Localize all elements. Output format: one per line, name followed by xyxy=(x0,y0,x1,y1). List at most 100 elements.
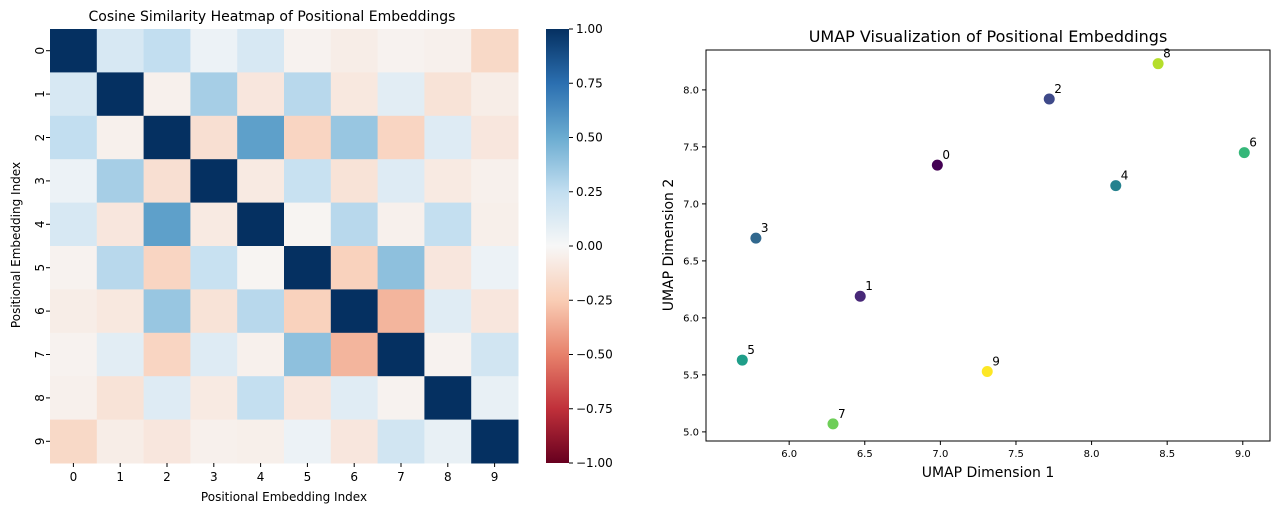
heatmap-cell xyxy=(190,246,238,290)
heatmap-cell xyxy=(377,29,425,73)
scatter-x-tick-label: 6.0 xyxy=(781,449,797,460)
heatmap-y-ticks: 0 1 2 3 4 5 6 7 8 9 xyxy=(33,47,50,445)
heatmap-cell xyxy=(237,115,285,160)
heatmap-cell xyxy=(284,289,332,334)
heatmap-cell xyxy=(424,115,472,160)
heatmap-cell xyxy=(377,419,425,464)
heatmap-cell xyxy=(471,29,519,73)
heatmap-x-tick-label: 1 xyxy=(116,470,124,484)
heatmap-cell xyxy=(377,202,425,247)
heatmap-x-tick-label: 2 xyxy=(163,470,171,484)
heatmap-cell xyxy=(143,289,191,334)
heatmap-cell xyxy=(471,246,519,290)
heatmap-cell xyxy=(190,332,238,377)
heatmap-cell xyxy=(424,202,472,247)
heatmap-cell xyxy=(330,332,379,377)
heatmap-y-tick-label: 4 xyxy=(33,220,47,228)
scatter-point-label: 3 xyxy=(761,221,769,235)
heatmap-cell xyxy=(50,72,98,117)
colorbar-tick-label: 0.00 xyxy=(576,239,603,253)
heatmap-cell xyxy=(284,246,332,290)
colorbar-tick-label: −0.50 xyxy=(576,348,613,362)
heatmap-x-tick-label: 9 xyxy=(491,470,499,484)
scatter-x-ticks: 6.0 6.5 7.0 7.5 8.0 8.5 9.0 xyxy=(781,441,1251,460)
scatter-point-label: 2 xyxy=(1054,82,1062,96)
heatmap-cell xyxy=(471,332,519,377)
heatmap-y-tick-label: 6 xyxy=(33,307,47,315)
heatmap-cell xyxy=(50,29,98,73)
heatmap-cell xyxy=(471,159,519,204)
colorbar-tick-label: 0.50 xyxy=(576,131,603,145)
heatmap-cell xyxy=(190,289,238,334)
scatter-x-tick-label: 9.0 xyxy=(1235,449,1251,460)
scatter-y-tick-label: 7.5 xyxy=(683,142,699,153)
heatmap-cell xyxy=(284,332,332,377)
heatmap-cell xyxy=(424,376,472,421)
heatmap-cell xyxy=(50,289,98,334)
heatmap-cell xyxy=(471,202,519,247)
heatmap-cell xyxy=(50,159,98,204)
heatmap-cell xyxy=(237,159,285,204)
scatter-point xyxy=(1152,58,1164,70)
heatmap-cell xyxy=(143,72,191,117)
scatter-point xyxy=(854,290,866,302)
heatmap-cell xyxy=(377,159,425,204)
heatmap-cell xyxy=(284,202,332,247)
heatmap-cell xyxy=(143,246,191,290)
heatmap-cell xyxy=(377,289,425,334)
heatmap-x-tick-label: 8 xyxy=(444,470,452,484)
heatmap-x-tick-label: 6 xyxy=(350,470,358,484)
heatmap-cell xyxy=(143,29,191,73)
heatmap-cell xyxy=(330,115,379,160)
heatmap-cell xyxy=(190,29,238,73)
scatter-x-tick-label: 7.5 xyxy=(1008,449,1024,460)
colorbar-tick-label: −1.00 xyxy=(576,456,613,470)
scatter-point xyxy=(827,418,839,430)
scatter-y-tick-label: 7.0 xyxy=(683,199,699,210)
heatmap-y-tick-label: 5 xyxy=(33,264,47,272)
heatmap-cell xyxy=(190,159,238,204)
heatmap-cell xyxy=(330,159,379,204)
heatmap-cell xyxy=(237,376,285,421)
scatter-point-label: 5 xyxy=(747,343,755,357)
heatmap-cell xyxy=(284,29,332,73)
scatter-plot-frame xyxy=(705,49,1271,442)
heatmap-cell xyxy=(330,246,379,290)
scatter-point xyxy=(1043,93,1055,105)
heatmap-cell xyxy=(330,202,379,247)
scatter-x-tick-label: 8.0 xyxy=(1084,449,1100,460)
scatter-y-ticks: 5.0 5.5 6.0 6.5 7.0 7.5 8.0 xyxy=(683,85,706,438)
heatmap-cell xyxy=(377,72,425,117)
scatter-x-tick-label: 6.5 xyxy=(857,449,873,460)
heatmap-cell xyxy=(96,246,145,290)
heatmap-cell xyxy=(330,72,379,117)
heatmap-cell xyxy=(190,419,238,464)
heatmap-cell xyxy=(424,419,472,464)
heatmap-x-axis-label: Positional Embedding Index xyxy=(201,490,367,504)
heatmap-cell xyxy=(96,376,145,421)
colorbar-tick-label: −0.25 xyxy=(576,293,613,307)
scatter-point-label: 9 xyxy=(992,354,1000,368)
scatter-x-tick-label: 7.0 xyxy=(932,449,948,460)
scatter-point xyxy=(981,365,993,377)
heatmap-cell xyxy=(50,115,98,160)
heatmap-cell xyxy=(424,332,472,377)
scatter-y-axis-label: UMAP Dimension 2 xyxy=(661,179,677,312)
colorbar-tick-label: 0.25 xyxy=(576,185,603,199)
heatmap-cell xyxy=(143,332,191,377)
heatmap-cell xyxy=(143,419,191,464)
heatmap-x-tick-label: 7 xyxy=(397,470,405,484)
colorbar-tick-label: 1.00 xyxy=(576,22,603,36)
heatmap-cell xyxy=(50,332,98,377)
heatmap-cell xyxy=(424,72,472,117)
heatmap-cell xyxy=(424,246,472,290)
heatmap-cell xyxy=(377,332,425,377)
heatmap-cell xyxy=(50,376,98,421)
heatmap-cell xyxy=(96,202,145,247)
heatmap-cell xyxy=(96,115,145,160)
colorbar: 1.00 0.75 0.50 0.25 0.00 −0.25 −0.50 −0.75 −1.00 xyxy=(546,22,613,470)
heatmap-cell xyxy=(96,332,145,377)
heatmap-cell xyxy=(471,115,519,160)
scatter-y-tick-label: 6.5 xyxy=(683,256,699,267)
heatmap-cell xyxy=(143,202,191,247)
